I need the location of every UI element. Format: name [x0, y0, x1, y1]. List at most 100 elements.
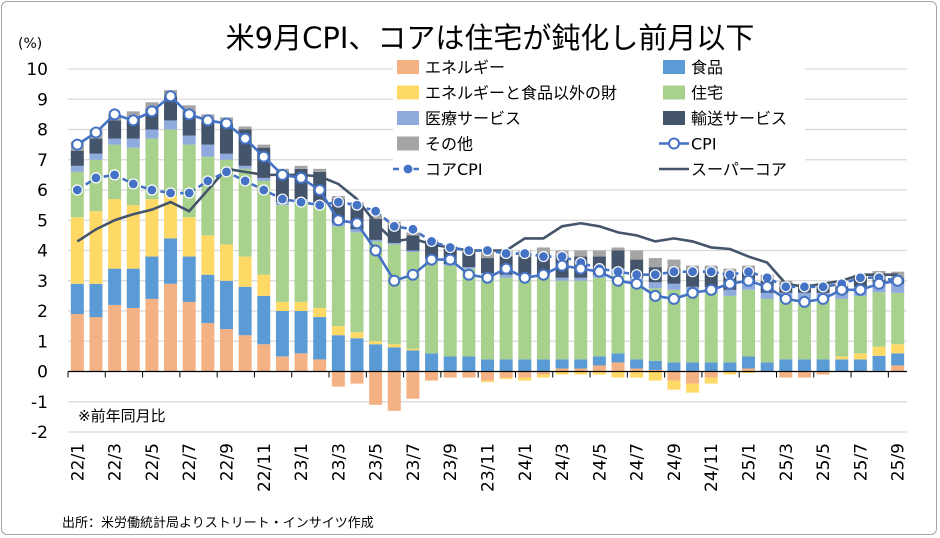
bar-segment: [406, 250, 420, 253]
core-cpi-point: [164, 187, 177, 199]
cpi-point: [313, 184, 326, 196]
bar-segment: [742, 371, 756, 374]
y-tick-label: 3: [37, 272, 48, 292]
bar-segment: [536, 277, 550, 360]
bar-segment: [275, 356, 289, 372]
bar-segment: [219, 159, 233, 245]
chart-title: 米9月CPI、コアは住宅が鈍化し前月以下: [226, 21, 755, 55]
cpi-point: [444, 253, 457, 266]
bar-segment: [742, 356, 756, 369]
bar-segment: [70, 165, 84, 172]
bar-segment: [723, 362, 737, 372]
bar-segment: [182, 217, 196, 257]
cpi-point: [500, 262, 513, 275]
bar-segment: [108, 138, 122, 145]
bar-segment: [667, 380, 681, 390]
legend-swatch: [663, 60, 685, 74]
bar-segment: [686, 362, 700, 372]
core-cpi-point: [817, 281, 829, 293]
bar-segment: [126, 268, 140, 308]
bar-segment: [201, 120, 215, 145]
bar-segment: [238, 126, 252, 130]
bar-segment: [257, 144, 271, 148]
cpi-point: [127, 114, 140, 127]
x-tick-label: 25/5: [814, 443, 834, 481]
bar-segment: [481, 359, 494, 372]
bar-segment: [406, 350, 420, 372]
bar-segment: [760, 292, 774, 299]
bar-segment: [686, 292, 700, 363]
x-tick-label: 22/9: [217, 443, 237, 481]
bar-segment: [797, 292, 811, 299]
bar-segment: [835, 359, 849, 372]
cpi-point: [835, 283, 848, 296]
cpi-point: [723, 277, 736, 290]
bar-segment: [648, 369, 662, 372]
legend-marker: [402, 163, 414, 175]
bar-segment: [499, 377, 513, 380]
bar-segment: [462, 356, 476, 372]
bar-segment: [313, 168, 327, 172]
bar-segment: [797, 298, 811, 360]
cpi-point: [406, 268, 419, 281]
core-cpi-point: [425, 235, 438, 248]
bar-segment: [387, 371, 401, 411]
cpi-point: [164, 90, 177, 103]
bar-segment: [611, 353, 625, 363]
legend-swatch: [663, 111, 685, 125]
bar-segment: [797, 359, 811, 372]
bar-segment: [630, 283, 644, 360]
core-cpi-point: [444, 241, 456, 254]
core-cpi-point: [519, 247, 531, 260]
bar-segment: [630, 359, 644, 369]
x-tick-label: 24/3: [553, 443, 573, 481]
bar-segment: [145, 199, 159, 257]
bar-segment: [481, 274, 494, 360]
bar-segment: [518, 256, 532, 275]
bar-segment: [667, 283, 681, 290]
bar-segment: [592, 365, 606, 372]
bar-segment: [219, 280, 233, 330]
cpi-point: [89, 126, 102, 139]
bar-segment: [481, 258, 494, 274]
bar-segment: [257, 180, 271, 275]
bar-segment: [219, 244, 233, 281]
core-cpi-point: [220, 166, 233, 178]
y-tick-label: 6: [37, 181, 48, 201]
core-cpi-point: [109, 169, 121, 181]
bar-segment: [872, 355, 886, 371]
bar-segment: [704, 377, 718, 384]
bar-segment: [164, 96, 178, 121]
cpi-point: [350, 217, 363, 230]
bar-segment: [294, 311, 308, 354]
bar-segment: [313, 205, 327, 308]
core-cpi-point: [668, 266, 680, 278]
bar-segment: [574, 371, 588, 375]
bar-segment: [704, 292, 718, 363]
y-tick-label: 4: [37, 242, 48, 262]
bar-segment: [630, 250, 644, 260]
y-tick-label: 1: [37, 332, 48, 352]
bar-segment: [257, 295, 271, 345]
bar-segment: [387, 242, 401, 245]
bar-segment: [853, 295, 867, 354]
core-cpi-point: [127, 178, 139, 190]
bar-segment: [555, 359, 569, 369]
cpi-point: [667, 292, 680, 305]
x-tick-label: 25/1: [740, 443, 760, 481]
bar-segment: [779, 359, 793, 372]
bar-segment: [425, 242, 439, 259]
bar-segment: [648, 282, 662, 289]
cpi-point: [425, 253, 438, 266]
bar-segment: [70, 217, 84, 284]
y-tick-label: 10: [26, 60, 48, 80]
bar-segment: [742, 368, 756, 372]
legend-label: エネルギーと食品以外の財: [425, 84, 617, 103]
bar-segment: [387, 347, 401, 372]
bar-segment: [126, 138, 140, 148]
bar-segment: [499, 277, 513, 360]
core-cpi-point: [686, 266, 699, 278]
